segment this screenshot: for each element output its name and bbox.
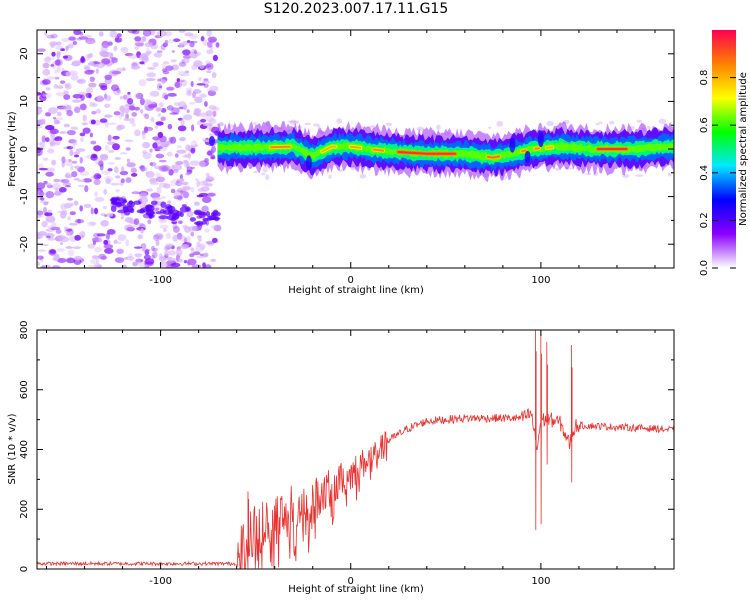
colorbar-tick-label: 0.6: [699, 117, 710, 133]
spectrogram-x-ticks: -100 0 100: [46, 30, 656, 286]
y-tick-label: 0: [19, 566, 30, 572]
colorbar-bar: [712, 30, 736, 268]
y-tick-label: 20: [19, 47, 30, 60]
colorbar-tick-label: 0.0: [699, 260, 710, 276]
snr-frame: [36, 329, 675, 570]
y-tick-label: 600: [19, 380, 30, 399]
colorbar-ticks: 0.0 0.2 0.4 0.6 0.8: [699, 70, 736, 276]
y-tick-label: -10: [19, 188, 30, 204]
y-tick-label: 800: [19, 320, 30, 339]
x-tick-label: 0: [348, 275, 354, 286]
colorbar-tick-label: 0.8: [699, 70, 710, 86]
colorbar-label: Normalized spectral amplitude: [738, 72, 749, 226]
snr-x-ticks: -100 0 100: [46, 330, 656, 587]
y-tick-label: 200: [19, 500, 30, 519]
x-tick-label: 0: [348, 576, 354, 587]
spectrogram-ridge: [208, 120, 674, 183]
x-tick-label: -100: [149, 576, 172, 587]
spectrogram-y-ticks: -20 -10 0 10 20: [19, 29, 674, 269]
colorbar-tick-label: 0.2: [699, 212, 710, 228]
spectrogram-x-label: Height of straight line (km): [288, 285, 424, 296]
snr-x-label: Height of straight line (km): [288, 584, 424, 595]
y-tick-label: 0: [19, 146, 30, 152]
snr-panel: -100 0 100 0 200 400 600 800 Height of straigh…: [7, 320, 675, 595]
x-tick-label: 100: [531, 275, 550, 286]
y-tick-label: 10: [19, 95, 30, 108]
snr-series-line: [37, 330, 674, 569]
y-tick-label: -20: [19, 236, 30, 252]
figure-title: S120.2023.007.17.11.G15: [263, 1, 449, 17]
snr-y-label: SNR (10 * v/v): [7, 413, 18, 484]
colorbar-tick-label: 0.4: [699, 165, 710, 181]
y-tick-label: 400: [19, 440, 30, 459]
x-tick-label: -100: [149, 275, 172, 286]
colorbar: 0.0 0.2 0.4 0.6 0.8 Normalized spectral ampl…: [699, 30, 749, 276]
snr-y-ticks: 0 200 400 600 800: [19, 320, 674, 572]
spectrogram-y-label: Frequency (Hz): [7, 111, 18, 187]
x-tick-label: 100: [531, 576, 550, 587]
